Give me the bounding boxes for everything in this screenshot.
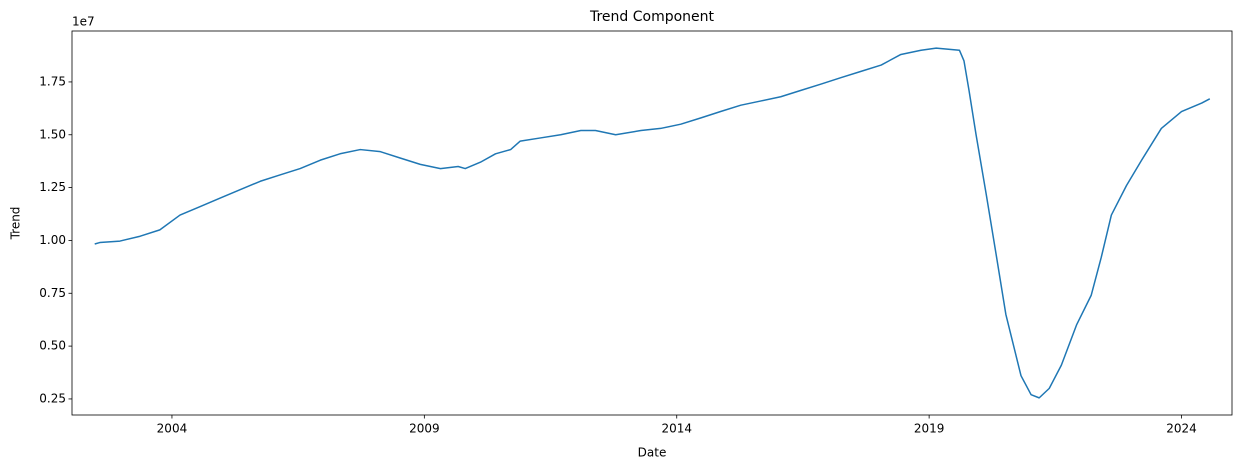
y-offset-label: 1e7 (72, 15, 95, 29)
x-tick-label: 2009 (409, 422, 440, 436)
y-tick-label: 1.50 (39, 127, 66, 141)
chart-title: Trend Component (589, 9, 715, 25)
x-axis-label: Date (638, 446, 667, 460)
y-tick-label: 0.50 (39, 339, 66, 353)
trend-line (94, 47, 1211, 399)
y-axis-label: Trend (9, 207, 23, 241)
plot-frame (71, 30, 1233, 416)
x-tick-label: 2019 (914, 422, 945, 436)
x-tick-label: 2014 (661, 422, 692, 436)
x-tick-label: 2004 (157, 422, 188, 436)
y-tick-label: 1.25 (39, 180, 66, 194)
y-tick-label: 1.75 (39, 74, 66, 88)
y-tick-label: 0.25 (39, 391, 66, 405)
x-tick-label: 2024 (1166, 422, 1197, 436)
y-tick-label: 0.75 (39, 286, 66, 300)
y-tick-label: 1.00 (39, 233, 66, 247)
